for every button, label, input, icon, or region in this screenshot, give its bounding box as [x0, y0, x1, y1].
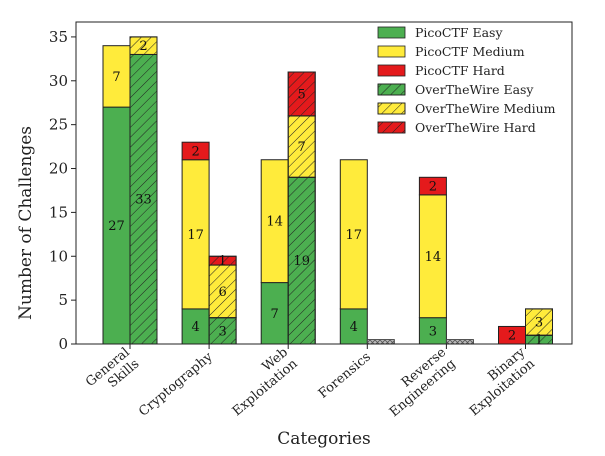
- plot-area: [76, 22, 572, 344]
- y-tick-label: 30: [49, 72, 68, 90]
- bar-picoctf-hard: [181, 141, 210, 161]
- legend-swatch: [377, 26, 406, 39]
- bars: [102, 36, 553, 345]
- data-label: 3: [218, 324, 226, 339]
- data-label: 14: [425, 250, 442, 265]
- x-tick-label: Cryptography: [136, 349, 216, 420]
- y-axis-label: Number of Challenges: [16, 126, 36, 320]
- bar-picoctf-medium: [339, 159, 368, 310]
- data-label: 17: [346, 228, 363, 243]
- bar-picoctf-medium: [102, 45, 131, 108]
- bar-picoctf-easy: [102, 106, 131, 345]
- plot-frame: [75, 21, 573, 345]
- y-tick-label: 20: [49, 160, 68, 178]
- data-label: 27: [108, 219, 125, 234]
- data-label: 14: [266, 215, 283, 230]
- data-label: 17: [187, 228, 204, 243]
- bar-picoctf-medium: [181, 159, 210, 310]
- legend-swatch: [377, 64, 406, 77]
- bar-placeholder-hatch: [366, 339, 395, 345]
- bar-hatch-medium: [129, 36, 158, 55]
- legend-label: PicoCTF Easy: [415, 25, 503, 40]
- bar-hatch-hard: [287, 71, 316, 117]
- bar-picoctf-easy: [339, 308, 368, 345]
- plot-background: [76, 22, 572, 344]
- data-label: 3: [429, 324, 437, 339]
- legend-swatch: [377, 45, 406, 58]
- x-tick-label: ReverseEngineering: [377, 345, 459, 420]
- data-label: 19: [293, 254, 310, 269]
- bar-hatch-hard: [208, 255, 237, 266]
- legend-label: OverTheWire Hard: [415, 120, 536, 135]
- data-label: 7: [112, 70, 120, 85]
- legend-swatch-hatch: [377, 102, 406, 115]
- data-label: 2: [429, 180, 437, 195]
- data-label: 4: [350, 320, 358, 335]
- x-tick-label: WebExploitation: [220, 345, 301, 420]
- bar-hatch-easy: [129, 53, 158, 345]
- legend: PicoCTF Easy PicoCTF Medium PicoCTF Hard Ov…: [377, 25, 556, 135]
- bar-hatch-medium: [287, 115, 316, 178]
- y-tick-label: 25: [49, 116, 68, 134]
- bar-picoctf-medium: [260, 159, 289, 284]
- legend-label: PicoCTF Medium: [415, 44, 525, 59]
- x-tick-label: GeneralSkills: [83, 345, 142, 402]
- legend-label: OverTheWire Easy: [415, 82, 534, 97]
- legend-swatch-hatch: [377, 83, 406, 96]
- data-label: 7: [271, 307, 279, 322]
- data-label: 33: [135, 193, 152, 208]
- data-label: 6: [218, 285, 226, 300]
- data-label: 2: [139, 39, 147, 54]
- data-label: 5: [298, 87, 306, 102]
- bar-hatch-medium: [208, 264, 237, 319]
- data-label: 4: [191, 320, 199, 335]
- data-label: 7: [298, 140, 306, 155]
- bar-hatch-easy: [287, 176, 316, 345]
- y-tick-label: 35: [49, 28, 68, 46]
- data-label: 3: [535, 316, 543, 331]
- data-label: 1: [218, 254, 226, 269]
- bar-hatch-medium: [525, 308, 553, 336]
- data-label: 1: [535, 333, 543, 348]
- x-axis-label: Categories: [277, 429, 371, 449]
- y-tick-label: 0: [58, 335, 68, 353]
- bar-picoctf-medium: [418, 194, 447, 319]
- bar-placeholder-hatch: [445, 339, 474, 345]
- bar-hatch-easy: [208, 317, 237, 345]
- legend-swatch-hatch: [377, 121, 406, 134]
- bar-picoctf-hard: [418, 176, 447, 196]
- bar-picoctf-easy: [260, 282, 289, 345]
- y-tick-label: 10: [49, 247, 68, 265]
- data-label: 2: [508, 329, 516, 344]
- y-tick-label: 15: [49, 203, 68, 221]
- bar-picoctf-easy: [181, 308, 210, 345]
- x-tick-label: Forensics: [316, 350, 374, 402]
- data-label: 2: [191, 144, 199, 159]
- x-tick-label: BinaryExploitation: [457, 345, 538, 420]
- legend-label: PicoCTF Hard: [415, 63, 505, 78]
- legend-label: OverTheWire Medium: [415, 101, 556, 116]
- y-tick-label: 5: [58, 291, 68, 309]
